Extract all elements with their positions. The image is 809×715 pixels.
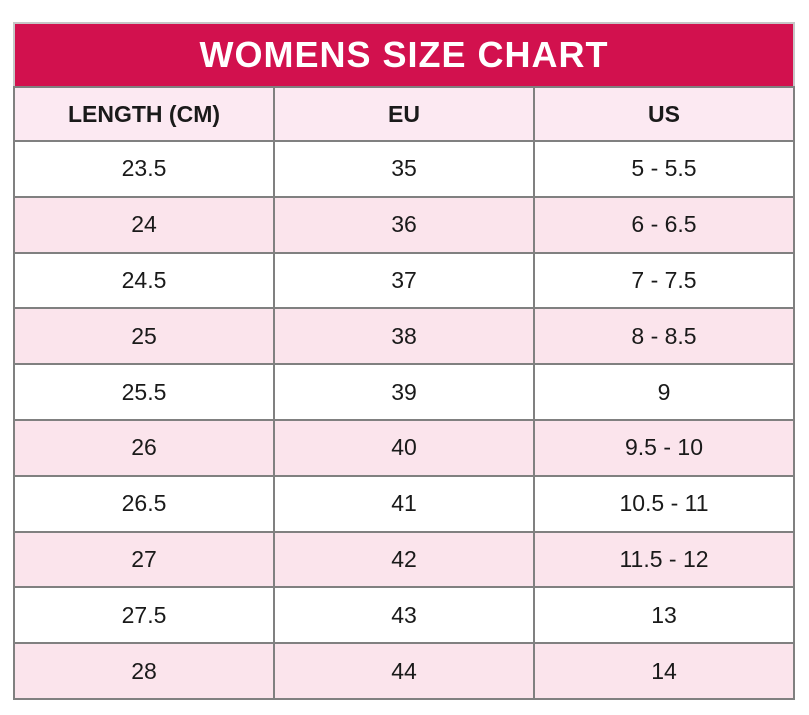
table-cell: 26.5 <box>13 474 275 533</box>
table-cell: 35 <box>273 140 535 198</box>
column-header-eu: EU <box>273 86 535 142</box>
table-row: 25 38 8 - 8.5 <box>13 307 795 366</box>
table-cell: 40 <box>273 418 535 477</box>
column-header-us: US <box>533 86 795 142</box>
table-cell: 27 <box>13 530 275 589</box>
title-banner-row: WOMENS SIZE CHART <box>13 22 795 88</box>
table-cell: 36 <box>273 195 535 254</box>
table-cell: 11.5 - 12 <box>533 530 795 589</box>
chart-title: WOMENS SIZE CHART <box>13 22 795 88</box>
table-cell: 26 <box>13 418 275 477</box>
table-row: 24 36 6 - 6.5 <box>13 195 795 254</box>
table-cell: 25.5 <box>13 363 275 421</box>
table-cell: 24.5 <box>13 251 275 310</box>
column-header-row: LENGTH (CM) EU US <box>13 86 795 142</box>
table-cell: 14 <box>533 642 795 700</box>
table-cell: 42 <box>273 530 535 589</box>
table-cell: 41 <box>273 474 535 533</box>
table-cell: 9.5 - 10 <box>533 418 795 477</box>
table-row: 24.5 37 7 - 7.5 <box>13 251 795 310</box>
column-header-length: LENGTH (CM) <box>13 86 275 142</box>
table-cell: 43 <box>273 586 535 645</box>
table-cell: 23.5 <box>13 140 275 198</box>
table-row: 27 42 11.5 - 12 <box>13 530 795 589</box>
table-cell: 28 <box>13 642 275 700</box>
table-row: 27.5 43 13 <box>13 586 795 645</box>
table-cell: 7 - 7.5 <box>533 251 795 310</box>
table-cell: 44 <box>273 642 535 700</box>
table-cell: 6 - 6.5 <box>533 195 795 254</box>
table-cell: 25 <box>13 307 275 366</box>
table-head: WOMENS SIZE CHART LENGTH (CM) EU US <box>13 22 795 142</box>
table-row: 26 40 9.5 - 10 <box>13 418 795 477</box>
table-cell: 38 <box>273 307 535 366</box>
table-cell: 9 <box>533 363 795 421</box>
table-cell: 27.5 <box>13 586 275 645</box>
table-cell: 37 <box>273 251 535 310</box>
table-row: 26.5 41 10.5 - 11 <box>13 474 795 533</box>
table-row: 23.5 35 5 - 5.5 <box>13 140 795 198</box>
table-cell: 24 <box>13 195 275 254</box>
table-cell: 10.5 - 11 <box>533 474 795 533</box>
table-cell: 13 <box>533 586 795 645</box>
table-row: 25.5 39 9 <box>13 363 795 421</box>
table-cell: 39 <box>273 363 535 421</box>
table-cell: 5 - 5.5 <box>533 140 795 198</box>
table-cell: 8 - 8.5 <box>533 307 795 366</box>
table-body: 23.5 35 5 - 5.5 24 36 6 - 6.5 24.5 37 7 - 7.5 25 3… <box>13 140 795 700</box>
size-chart-table: WOMENS SIZE CHART LENGTH (CM) EU US 23.5… <box>13 22 795 700</box>
table-row: 28 44 14 <box>13 642 795 700</box>
size-chart-container: WOMENS SIZE CHART LENGTH (CM) EU US 23.5… <box>13 22 795 700</box>
